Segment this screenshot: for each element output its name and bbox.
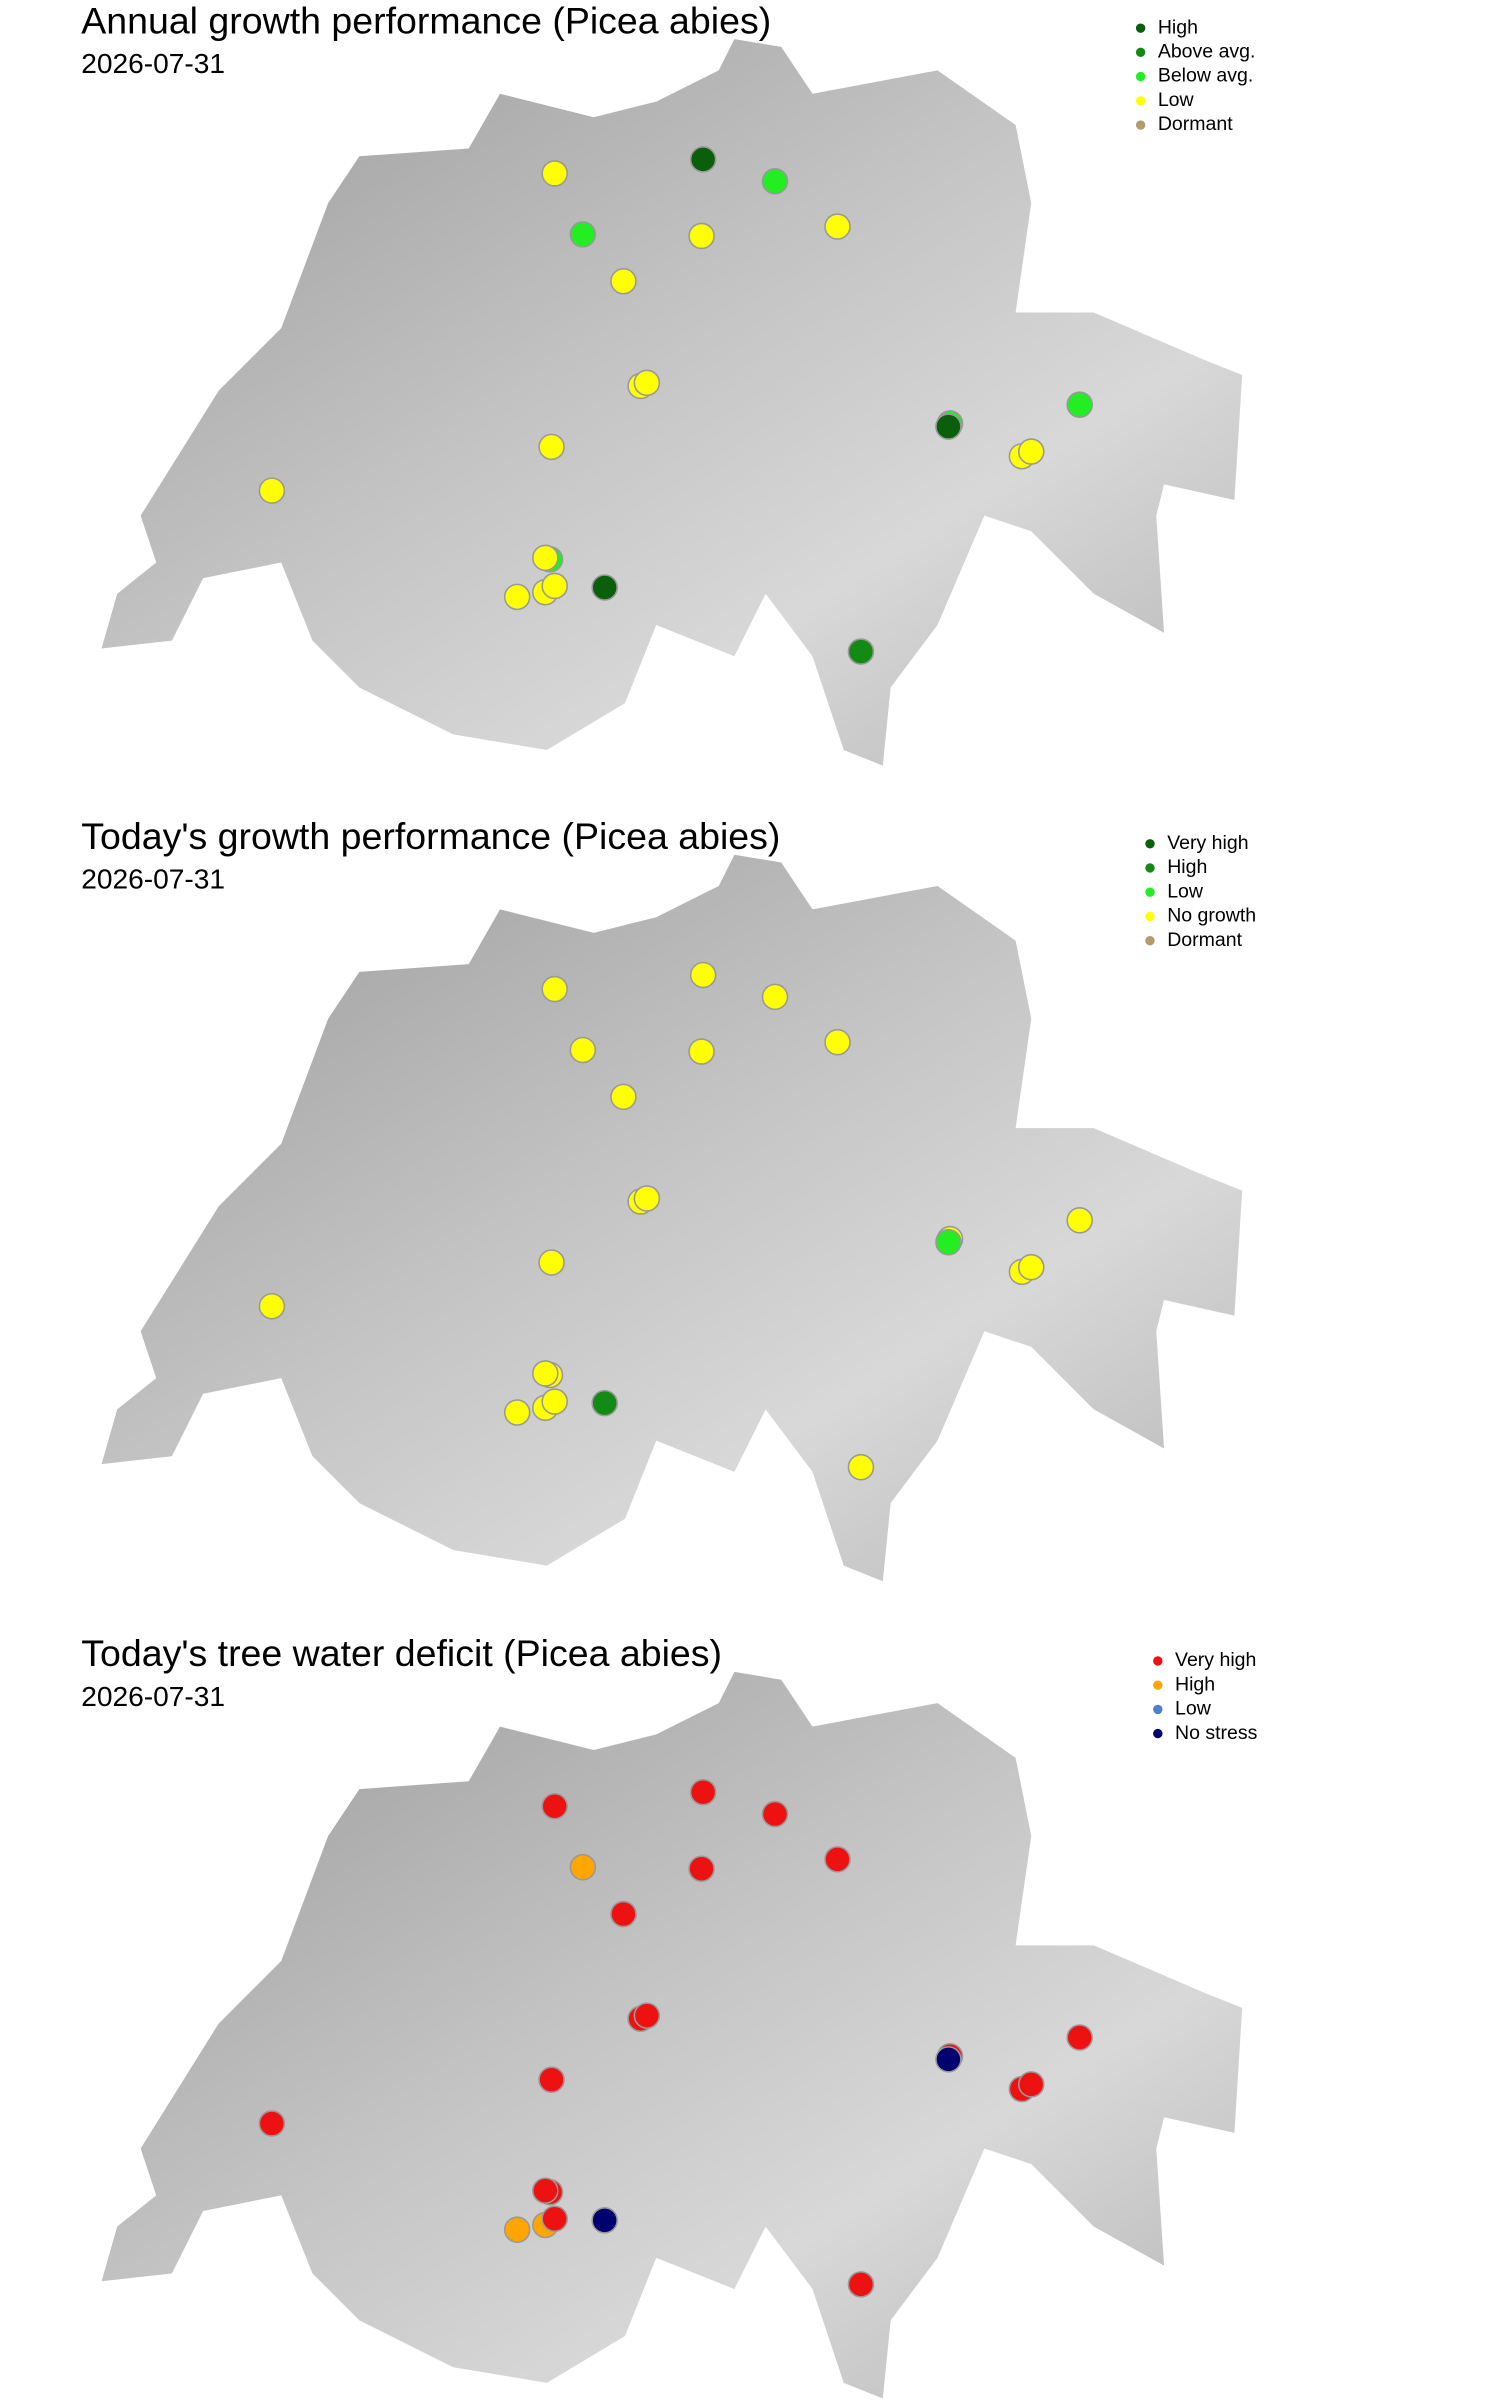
- site-marker: [569, 1853, 597, 1881]
- legend-label: Above avg.: [1158, 41, 1256, 63]
- legend-swatch: [1153, 1704, 1163, 1715]
- map-title: Annual growth performance (Picea abies): [81, 0, 771, 41]
- site-marker: [689, 961, 717, 989]
- site-marker: [1066, 2024, 1093, 2051]
- map-panel: Today's growth performance (Picea abies)…: [81, 815, 1256, 1582]
- country-relief: [101, 39, 1243, 766]
- site-marker: [824, 1846, 851, 1873]
- legend-label: Below avg.: [1158, 65, 1253, 87]
- site-marker: [688, 1855, 715, 1883]
- map-date: 2026-07-31: [81, 864, 225, 895]
- site-marker: [532, 1360, 559, 1387]
- site-marker: [258, 477, 286, 504]
- legend-swatch: [1135, 96, 1146, 106]
- site-marker: [591, 1389, 618, 1417]
- site-marker: [503, 1399, 531, 1426]
- legend-label: Low: [1167, 880, 1204, 902]
- legend-label: High: [1167, 856, 1207, 878]
- legend-swatch: [1145, 935, 1155, 946]
- site-marker: [503, 583, 531, 611]
- site-marker: [633, 369, 661, 397]
- site-marker: [1017, 2071, 1045, 2098]
- site-marker: [258, 1292, 286, 1320]
- site-marker: [1066, 1207, 1093, 1234]
- site-marker: [824, 213, 851, 240]
- site-marker: [1017, 438, 1045, 465]
- legend-label: Very high: [1167, 832, 1248, 854]
- site-marker: [688, 222, 715, 250]
- legend-label: Dormant: [1167, 929, 1242, 951]
- legend-swatch: [1153, 1728, 1163, 1739]
- site-marker: [538, 2066, 565, 2093]
- site-marker: [847, 638, 875, 665]
- site-marker: [541, 1792, 568, 1820]
- site-marker: [541, 1388, 568, 1415]
- site-marker: [541, 975, 568, 1003]
- legend-swatch: [1135, 47, 1146, 58]
- legend-label: No stress: [1175, 1722, 1258, 1744]
- site-marker: [541, 160, 568, 187]
- site-marker: [847, 1453, 875, 1481]
- site-marker: [591, 574, 618, 601]
- site-marker: [541, 572, 568, 600]
- legend-swatch: [1145, 911, 1155, 922]
- site-marker: [538, 1249, 565, 1276]
- legend-swatch: [1145, 863, 1155, 873]
- map-panel: Today's tree water deficit (Picea abies)…: [81, 1632, 1258, 2399]
- legend-swatch: [1145, 839, 1155, 849]
- legend-label: Very high: [1175, 1649, 1256, 1671]
- map-date: 2026-07-31: [81, 48, 225, 79]
- site-marker: [761, 167, 789, 195]
- site-marker: [569, 221, 597, 248]
- country-relief: [101, 854, 1243, 1582]
- map-panel: Annual growth performance (Picea abies) 2…: [81, 0, 1255, 766]
- map-date: 2026-07-31: [81, 1681, 225, 1712]
- site-marker: [610, 267, 637, 295]
- site-marker: [610, 1083, 637, 1111]
- site-marker: [761, 1800, 789, 1828]
- site-marker: [761, 983, 789, 1011]
- site-marker: [532, 544, 559, 572]
- site-marker: [569, 1036, 597, 1064]
- site-marker: [633, 2002, 661, 2029]
- legend-swatch: [1135, 120, 1146, 130]
- map-title: Today's growth performance (Picea abies): [81, 815, 780, 857]
- site-marker: [532, 2177, 559, 2204]
- legend-swatch: [1135, 23, 1146, 33]
- site-marker: [503, 2216, 531, 2243]
- country-relief: [101, 1671, 1243, 2399]
- site-marker: [935, 2046, 962, 2073]
- site-marker: [538, 433, 565, 461]
- site-marker: [688, 1038, 715, 1065]
- site-marker: [847, 2271, 875, 2298]
- site-marker: [824, 1028, 851, 1056]
- legend-label: No growth: [1167, 905, 1256, 927]
- site-marker: [591, 2207, 618, 2234]
- legend-swatch: [1145, 887, 1155, 897]
- site-marker: [258, 2110, 286, 2137]
- site-marker: [935, 413, 962, 440]
- legend-label: High: [1175, 1673, 1215, 1695]
- legend-label: Low: [1175, 1698, 1212, 1720]
- site-marker: [689, 1778, 717, 1806]
- site-marker: [610, 1900, 637, 1928]
- site-marker: [689, 146, 717, 173]
- site-marker: [1017, 1253, 1045, 1281]
- site-marker: [1066, 391, 1093, 418]
- map-title: Today's tree water deficit (Picea abies): [81, 1632, 722, 1674]
- legend-label: High: [1158, 16, 1198, 38]
- legend-swatch: [1135, 71, 1146, 82]
- site-marker: [541, 2205, 568, 2233]
- legend-swatch: [1153, 1656, 1163, 1666]
- legend-label: Dormant: [1158, 113, 1233, 135]
- legend-swatch: [1153, 1680, 1163, 1690]
- legend-label: Low: [1158, 89, 1195, 111]
- site-marker: [935, 1228, 962, 1256]
- site-marker: [633, 1185, 661, 1212]
